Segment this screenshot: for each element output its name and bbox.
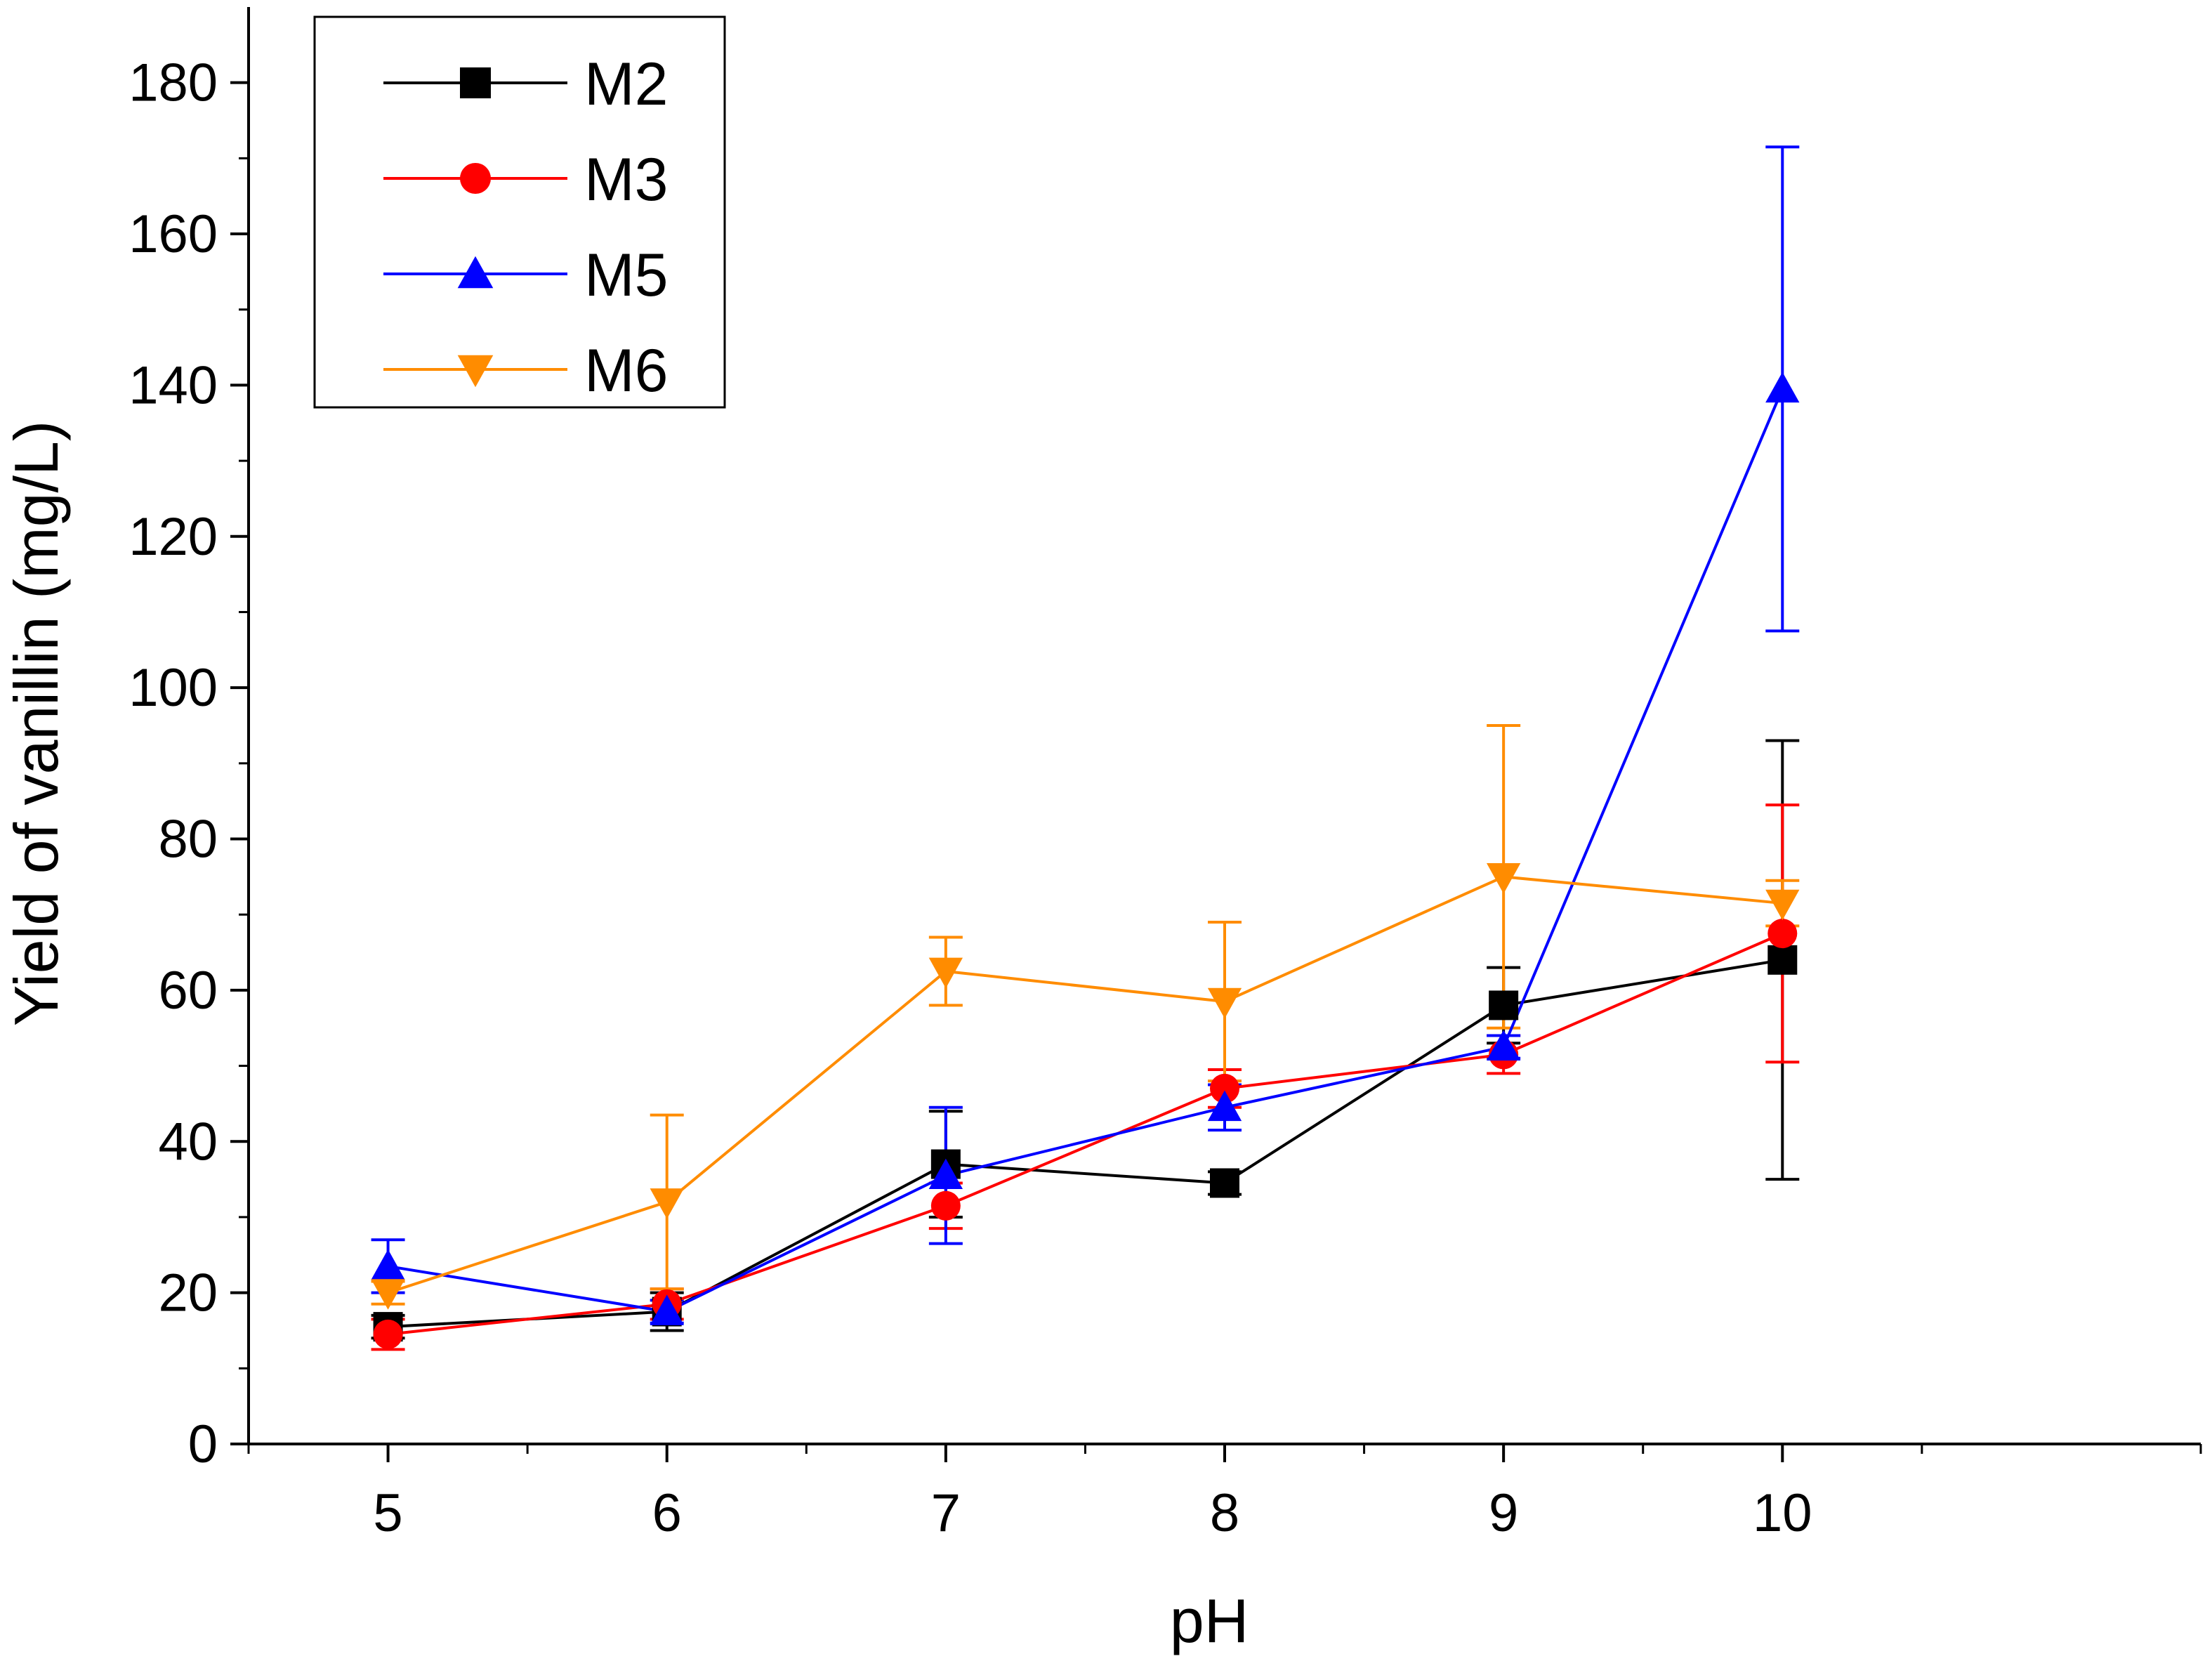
axes: 0 20 40 60 80 100 120 140 160 180 5 6 7 8 9 10	[129, 7, 2202, 1543]
x-tick-label: 10	[1753, 1483, 1812, 1543]
legend-marker-m3	[460, 163, 491, 194]
data-point-m6	[1765, 889, 1800, 921]
data-point-m3	[1767, 919, 1798, 949]
y-axis-title: Yield of vanillin (mg/L)	[1, 421, 71, 1026]
series-line-m6	[387, 875, 1783, 1294]
x-tick-label: 8	[1210, 1483, 1239, 1543]
data-point-m6	[1207, 987, 1242, 1019]
data-point-m5	[928, 1158, 963, 1190]
data-point-m5	[650, 1294, 684, 1325]
y-tick-label: 100	[129, 658, 218, 718]
legend-label-m6: M6	[584, 337, 668, 405]
data-point-m2	[1210, 1168, 1239, 1198]
data-point-m5	[1207, 1090, 1242, 1122]
y-tick-label: 40	[158, 1112, 218, 1171]
data-point-m6	[371, 1279, 405, 1310]
x-tick-label: 9	[1489, 1483, 1518, 1543]
data-point-m6	[650, 1188, 684, 1219]
legend-marker-m5	[457, 256, 494, 289]
data-point-m2	[1767, 945, 1798, 975]
series-lines	[387, 388, 1784, 1336]
data-point-m5	[1486, 1030, 1521, 1061]
y-tick-label: 0	[188, 1414, 218, 1474]
y-tick-label: 180	[129, 53, 218, 113]
x-tick-label: 5	[373, 1483, 402, 1543]
data-point-m6	[1486, 863, 1521, 894]
data-point-m6	[928, 957, 963, 989]
x-tick-label: 6	[652, 1483, 682, 1543]
series-line-m3	[388, 932, 1784, 1336]
data-point-m5	[1765, 372, 1800, 403]
y-tick-label: 80	[158, 810, 218, 869]
data-point-m5	[371, 1249, 405, 1280]
data-point-m3	[1210, 1073, 1239, 1103]
y-tick-label: 20	[158, 1263, 218, 1323]
y-tick-label: 60	[158, 961, 218, 1020]
y-tick-label: 140	[129, 355, 218, 415]
y-tick-label: 120	[129, 507, 218, 567]
x-tick-label: 7	[931, 1483, 961, 1543]
series-line-m5	[388, 388, 1784, 1313]
series-line-m2	[388, 958, 1783, 1329]
data-point-m3	[373, 1319, 403, 1349]
legend: M2 M3 M5 M6	[313, 15, 726, 409]
legend-marker-m2	[460, 67, 491, 98]
data-point-m3	[930, 1190, 961, 1221]
y-tick-label: 160	[129, 204, 218, 264]
x-axis-title: pH	[1170, 1586, 1249, 1655]
legend-label-m2: M2	[584, 51, 668, 118]
data-point-m2	[1489, 990, 1519, 1020]
legend-label-m5: M5	[584, 242, 668, 309]
legend-marker-m6	[457, 355, 494, 388]
data-markers	[371, 372, 1800, 1349]
legend-label-m3: M3	[584, 146, 668, 214]
